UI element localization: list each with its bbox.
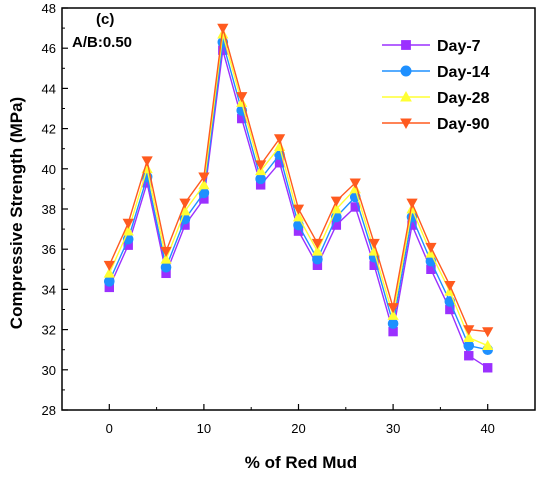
data-point — [293, 219, 304, 231]
data-point — [292, 204, 305, 215]
data-point — [368, 238, 380, 249]
legend-label: Day-90 — [437, 116, 490, 133]
legend-item: Day-14 — [382, 64, 490, 81]
y-tick-label: 48 — [42, 1, 56, 16]
data-point — [255, 173, 266, 185]
data-point — [311, 238, 324, 249]
y-tick-label: 40 — [42, 162, 56, 177]
data-point — [122, 225, 134, 236]
data-point — [349, 178, 361, 189]
x-axis-title: % of Red Mud — [245, 453, 357, 472]
data-point — [103, 267, 115, 278]
data-point — [103, 260, 115, 272]
data-point — [311, 245, 324, 256]
panel-label: (c) — [96, 11, 114, 28]
data-point — [312, 253, 323, 265]
legend: Day-7 Day-14 Day-28 Day-90 — [382, 38, 490, 133]
data-point — [482, 363, 493, 373]
data-point — [122, 218, 134, 229]
legend-label: Day-7 — [437, 38, 481, 55]
x-tick-label: 10 — [197, 421, 211, 436]
data-point — [350, 202, 360, 212]
data-point — [425, 242, 437, 253]
series-line — [108, 33, 488, 347]
data-point — [387, 318, 399, 329]
panel-subtitle: A/B:0.50 — [72, 34, 132, 51]
data-point — [387, 309, 399, 320]
data-point — [464, 351, 474, 361]
data-point — [160, 246, 172, 257]
y-tick-label: 34 — [42, 282, 56, 297]
data-point — [198, 172, 210, 183]
data-point — [141, 156, 153, 167]
data-point — [482, 327, 494, 338]
data-point — [330, 203, 342, 214]
y-axis-title: Compressive Strength (MPa) — [7, 97, 26, 329]
legend-label: Day-14 — [437, 64, 490, 81]
legend-label: Day-28 — [437, 90, 490, 107]
y-tick-label: 36 — [42, 242, 56, 257]
data-point — [198, 179, 210, 190]
series-day-90 — [103, 23, 494, 338]
data-point — [463, 325, 475, 336]
data-point — [236, 92, 248, 103]
y-tick-label: 46 — [42, 41, 56, 56]
y-tick-label: 44 — [42, 81, 56, 96]
data-point — [406, 198, 418, 209]
legend-marker — [400, 91, 412, 102]
data-point — [482, 339, 494, 351]
x-tick-label: 20 — [291, 421, 305, 436]
y-tick-label: 38 — [42, 202, 56, 217]
legend-marker — [400, 118, 412, 129]
data-point — [444, 281, 456, 292]
series-line — [108, 42, 488, 351]
data-point — [104, 276, 115, 287]
data-point — [160, 261, 172, 273]
x-tick-label: 40 — [480, 421, 494, 436]
y-tick-label: 42 — [42, 122, 56, 137]
y-tick-label: 30 — [42, 363, 56, 378]
data-point — [463, 331, 475, 342]
series-day-14 — [104, 36, 494, 356]
x-tick-label: 30 — [386, 421, 400, 436]
legend-marker — [401, 40, 411, 50]
data-point — [330, 196, 342, 207]
data-point — [387, 303, 399, 314]
x-tick-label: 0 — [106, 421, 113, 436]
legend-marker — [400, 65, 412, 77]
data-point — [255, 160, 267, 171]
data-point — [179, 198, 191, 209]
legend-item: Day-7 — [382, 38, 481, 55]
data-point — [160, 253, 172, 264]
series-line — [108, 27, 488, 333]
legend-item: Day-90 — [382, 116, 490, 133]
y-tick-label: 32 — [42, 323, 56, 338]
legend-item: Day-28 — [382, 90, 490, 107]
data-point — [273, 134, 286, 145]
data-point — [292, 211, 305, 222]
data-point — [463, 340, 475, 351]
y-tick-label: 28 — [42, 403, 56, 418]
data-point — [217, 23, 229, 34]
series-day-28 — [103, 28, 494, 351]
